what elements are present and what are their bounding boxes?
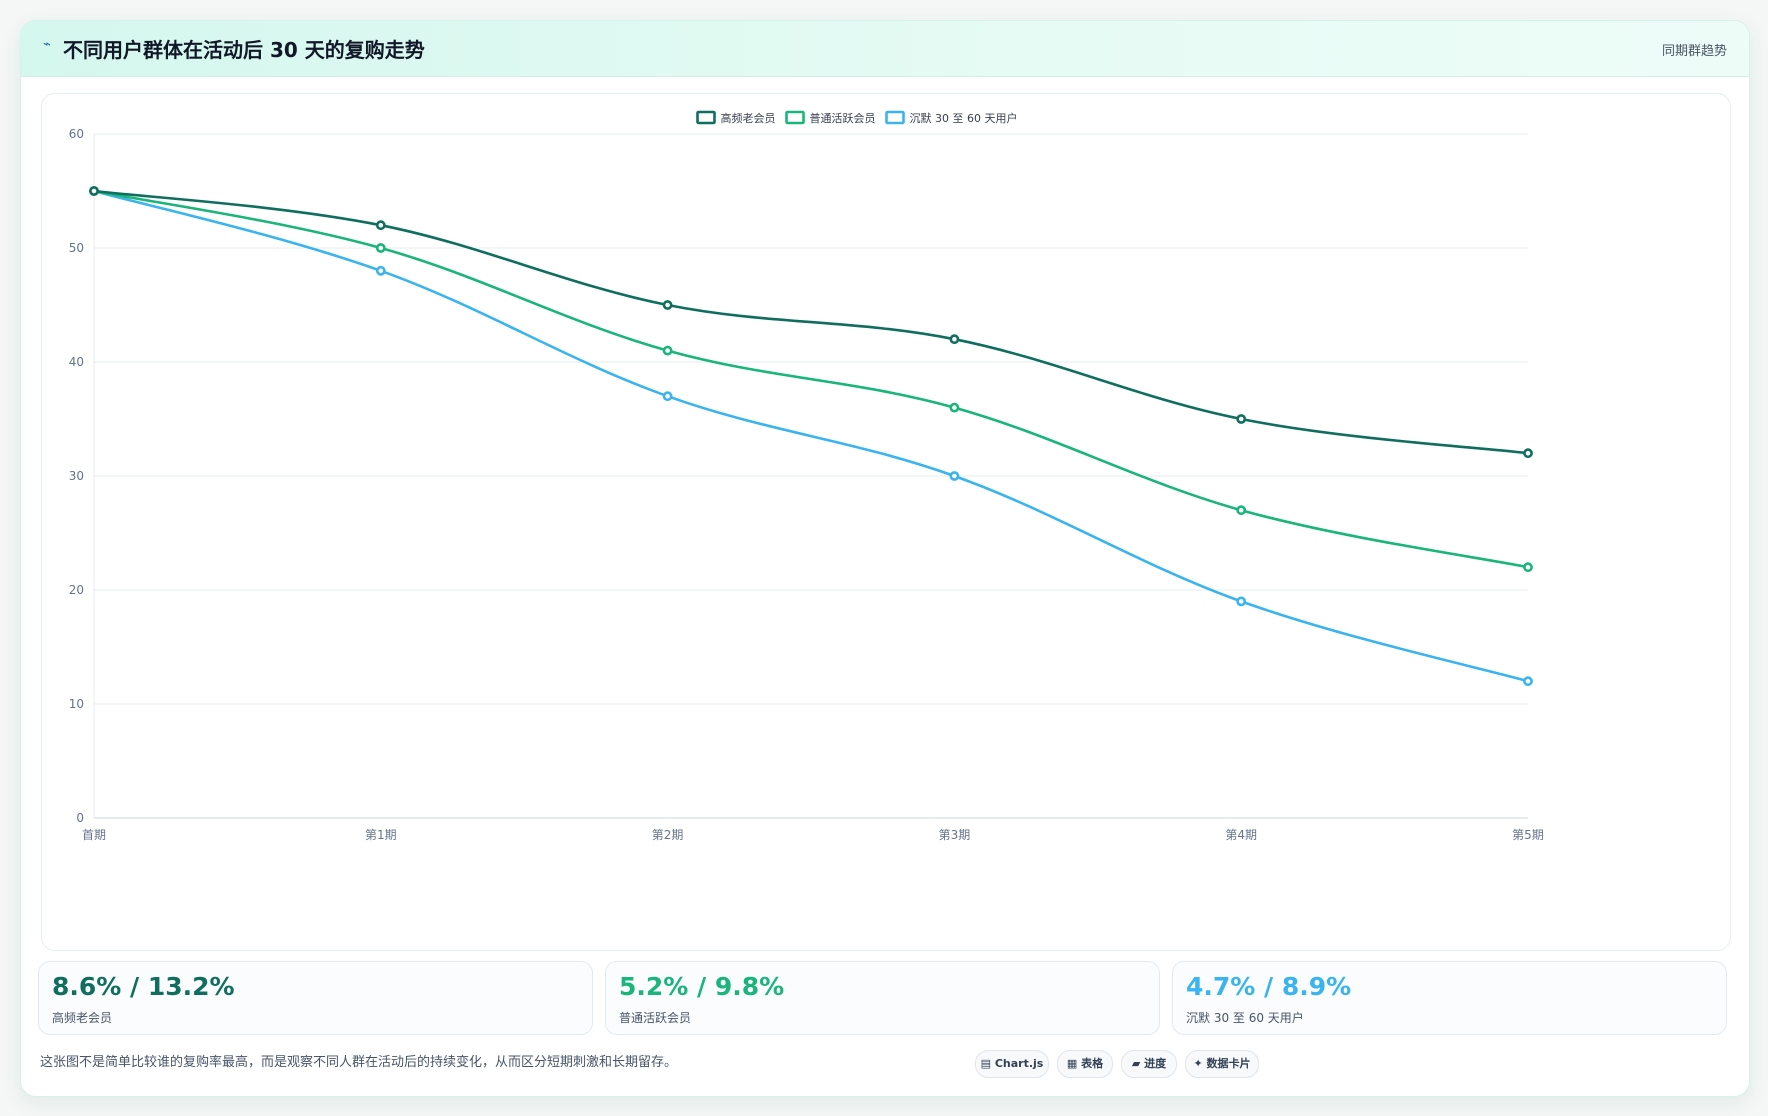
- data-point-2: [375, 265, 386, 276]
- data-point-0: [375, 220, 386, 231]
- footer-note: 这张图不是简单比较谁的复购率最高，而是观察不同人群在活动后的持续变化，从而区分短…: [40, 1055, 678, 1070]
- data-point-0: [89, 186, 99, 196]
- y-tick-label: 0: [76, 811, 84, 825]
- series-line-0: [92, 189, 1530, 455]
- stat-value: 8.6% / 13.2%: [52, 972, 235, 1001]
- stat-value: 4.7% / 8.9%: [1186, 972, 1352, 1001]
- chart-card: ⌁ 不同用户群体在活动后 30 天的复购走势 同期群趋势 0 10 20 30 40 50…: [20, 20, 1750, 1097]
- data-point-1: [375, 243, 386, 253]
- x-tick-label: 首期: [82, 828, 106, 842]
- x-tick-label: 第2期: [652, 828, 684, 842]
- data-point-2: [1523, 676, 1533, 687]
- data-point-2: [949, 471, 960, 481]
- pill-progress[interactable]: ▰ 进度: [1121, 1050, 1177, 1078]
- stat-label: 普通活跃会员: [619, 1011, 692, 1025]
- card-header: ⌁ 不同用户群体在活动后 30 天的复购走势 同期群趋势: [21, 21, 1749, 77]
- stat-card-active: 5.2% / 9.8% 普通活跃会员: [605, 961, 1160, 1035]
- series-line-1: [92, 189, 1530, 569]
- data-point-1: [949, 402, 960, 413]
- x-tick-label: 第1期: [365, 828, 397, 842]
- stat-card-high-frequency: 8.6% / 13.2% 高频老会员: [38, 961, 593, 1035]
- legend-swatch: [696, 110, 716, 125]
- pill-data-card[interactable]: ✦ 数据卡片: [1185, 1050, 1259, 1078]
- legend-label: 沉默 30 至 60 天用户: [910, 111, 1018, 125]
- data-point-1: [1236, 505, 1247, 516]
- y-tick-label: 40: [69, 355, 84, 369]
- chart-type-tag: 同期群趋势: [1661, 44, 1727, 59]
- data-point-1: [662, 345, 673, 356]
- legend-swatch: [785, 110, 805, 125]
- legend-swatch: [885, 110, 905, 125]
- stat-value: 5.2% / 9.8%: [619, 972, 785, 1001]
- pill-chartjs[interactable]: ▤ Chart.js: [975, 1050, 1049, 1078]
- legend-label: 高频老会员: [721, 111, 776, 125]
- data-point-0: [949, 334, 960, 345]
- y-tick-label: 50: [69, 241, 84, 255]
- trend-line-icon: ⌁: [43, 37, 51, 52]
- y-tick-label: 30: [69, 469, 84, 483]
- data-point-0: [662, 300, 673, 310]
- data-point-0: [1523, 448, 1533, 459]
- page-title: 不同用户群体在活动后 30 天的复购走势: [63, 38, 425, 62]
- data-point-0: [1236, 414, 1247, 424]
- x-tick-label: 第5期: [1512, 828, 1544, 842]
- data-point-1: [1523, 562, 1533, 573]
- series-line-2: [92, 189, 1530, 683]
- x-tick-label: 第3期: [939, 828, 971, 842]
- stat-card-dormant: 4.7% / 8.9% 沉默 30 至 60 天用户: [1172, 961, 1727, 1035]
- stat-label: 沉默 30 至 60 天用户: [1186, 1011, 1304, 1025]
- stat-label: 高频老会员: [52, 1011, 113, 1025]
- x-tick-label: 第4期: [1225, 828, 1257, 842]
- y-tick-label: 20: [69, 583, 84, 597]
- y-tick-label: 60: [69, 127, 84, 141]
- y-tick-label: 10: [69, 697, 84, 711]
- legend-label: 普通活跃会员: [810, 111, 876, 125]
- chart-panel: 0 10 20 30 40 50 60 首期 第1期 第2期 第3期 第4期 第5期 高频老会员 普通活跃会…: [41, 93, 1731, 951]
- pill-table[interactable]: ▦ 表格: [1057, 1050, 1113, 1078]
- data-point-2: [662, 391, 673, 402]
- line-chart: 0 10 20 30 40 50 60 首期 第1期 第2期 第3期 第4期 第5期 高频老会员 普通活跃会…: [69, 110, 1544, 842]
- data-point-2: [1236, 596, 1247, 607]
